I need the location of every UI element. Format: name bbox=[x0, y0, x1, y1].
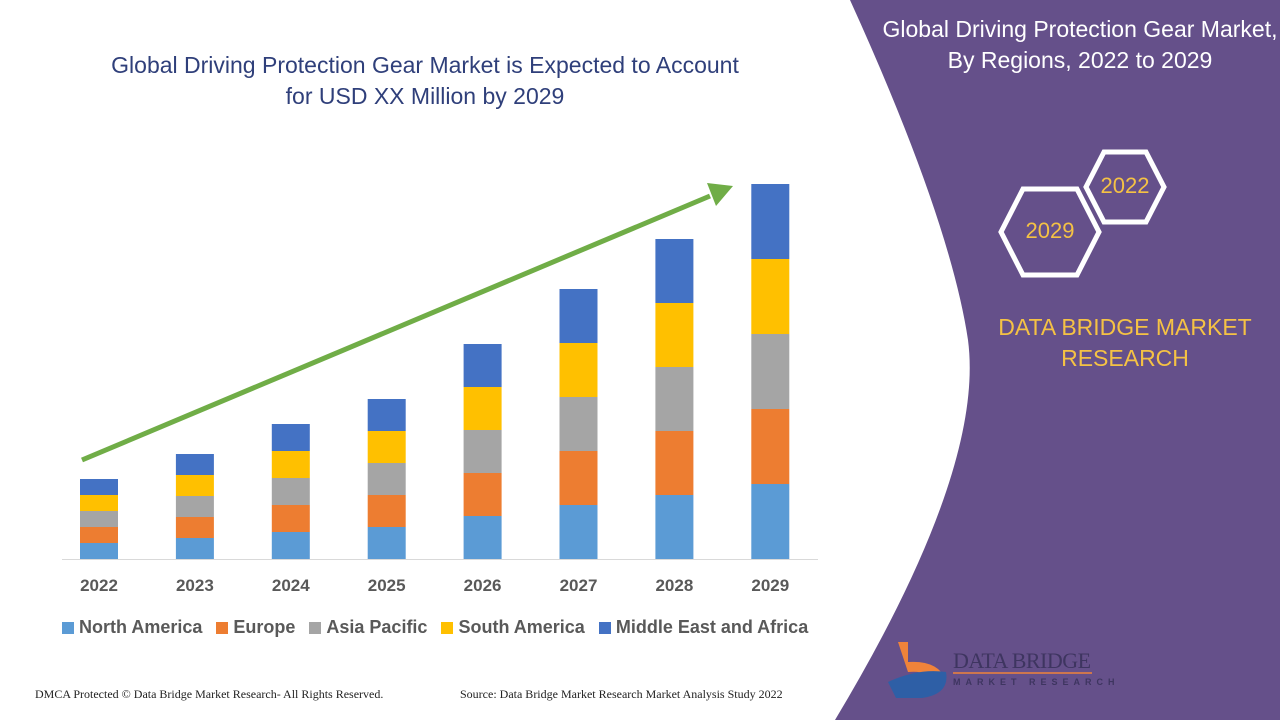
bar-2028-south-america bbox=[655, 303, 694, 367]
legend-swatch bbox=[216, 621, 229, 634]
legend-item: North America bbox=[62, 617, 202, 638]
hex-label-2029: 2029 bbox=[1025, 218, 1075, 243]
hex-label-2022: 2022 bbox=[1100, 173, 1150, 198]
bar-2026-north-america bbox=[463, 516, 502, 559]
brand-text: DATA BRIDGE MARKET RESEARCH bbox=[998, 314, 1252, 371]
legend-swatch bbox=[309, 621, 322, 634]
bar-2025-north-america bbox=[367, 527, 406, 559]
bar-2023-middle-east-and-africa bbox=[175, 454, 214, 475]
footer-copyright: DMCA Protected © Data Bridge Market Rese… bbox=[35, 687, 384, 701]
bar-2027-europe bbox=[559, 451, 598, 505]
trend-arrow bbox=[81, 183, 733, 463]
x-tick-label: 2024 bbox=[271, 576, 310, 595]
bar-2022-asia-pacific bbox=[80, 511, 118, 527]
data-bridge-logo-icon bbox=[888, 642, 1092, 698]
footer-source: Source: Data Bridge Market Research Mark… bbox=[460, 687, 783, 701]
bar-2027-middle-east-and-africa bbox=[559, 289, 598, 343]
legend-item: Middle East and Africa bbox=[598, 617, 809, 638]
bar-2027-asia-pacific bbox=[559, 397, 598, 451]
legend-label: Europe bbox=[233, 617, 296, 637]
x-tick-label: 2025 bbox=[367, 576, 406, 595]
legend-label: South America bbox=[458, 617, 585, 637]
bar-2028-middle-east-and-africa bbox=[655, 239, 694, 303]
legend: North America Europe Asia Pacific South Ame… bbox=[62, 617, 808, 638]
bar-2028-north-america bbox=[655, 495, 694, 559]
x-tick-label: 2023 bbox=[175, 576, 214, 595]
legend-label: North America bbox=[79, 617, 203, 637]
bar-2027-south-america bbox=[559, 343, 598, 397]
hexagon-2022-icon bbox=[1083, 149, 1167, 225]
bar-2027-north-america bbox=[559, 505, 598, 559]
bar-2029-south-america bbox=[751, 259, 790, 334]
bar-2025-south-america bbox=[367, 431, 406, 463]
bar-2022-south-america bbox=[80, 495, 118, 511]
legend-label: Asia Pacific bbox=[326, 617, 428, 637]
bar-2022-europe bbox=[80, 527, 118, 543]
bar-2026-asia-pacific bbox=[463, 430, 502, 473]
hexagon-2029-icon bbox=[998, 186, 1102, 278]
legend-item: South America bbox=[441, 617, 585, 638]
x-tick-label: 2029 bbox=[751, 576, 790, 595]
chart-title: Global Driving Protection Gear Market is… bbox=[111, 52, 739, 109]
bar-2029-north-america bbox=[751, 484, 790, 559]
bar-2023-north-america bbox=[175, 538, 214, 559]
bar-2026-south-america bbox=[463, 387, 502, 430]
bar-2026-middle-east-and-africa bbox=[463, 344, 502, 387]
bar-2024-north-america bbox=[271, 532, 310, 559]
x-tick-label: 2027 bbox=[559, 576, 598, 595]
x-tick-label: 2026 bbox=[463, 576, 502, 595]
legend-swatch bbox=[598, 621, 611, 634]
logo-text: DATA BRIDGE bbox=[953, 648, 1091, 673]
bar-2022-middle-east-and-africa bbox=[80, 479, 118, 495]
bar-2029-middle-east-and-africa bbox=[751, 184, 790, 259]
legend-item: Asia Pacific bbox=[309, 617, 427, 638]
chart-plot bbox=[62, 184, 818, 560]
bar-2024-south-america bbox=[271, 451, 310, 478]
bar-2023-south-america bbox=[175, 475, 214, 496]
x-tick-label: 2028 bbox=[655, 576, 694, 595]
logo-subtext: MARKET RESEARCH bbox=[953, 677, 1120, 687]
bar-2024-europe bbox=[271, 505, 310, 532]
x-tick-label: 2022 bbox=[80, 576, 118, 595]
bar-2025-asia-pacific bbox=[367, 463, 406, 495]
side-panel-title: Global Driving Protection Gear Market, B… bbox=[882, 16, 1278, 73]
bar-2025-europe bbox=[367, 495, 406, 527]
legend-label: Middle East and Africa bbox=[615, 617, 809, 637]
bar-2022-north-america bbox=[80, 543, 118, 559]
legend-swatch bbox=[62, 621, 74, 634]
bar-2028-asia-pacific bbox=[655, 367, 694, 431]
bar-2024-asia-pacific bbox=[271, 478, 310, 505]
bar-2023-europe bbox=[175, 517, 214, 538]
bar-2023-asia-pacific bbox=[175, 496, 214, 517]
legend-swatch bbox=[441, 621, 454, 634]
bar-2029-europe bbox=[751, 409, 790, 484]
bar-2025-middle-east-and-africa bbox=[367, 399, 406, 431]
bar-2028-europe bbox=[655, 431, 694, 495]
legend-item: Europe bbox=[216, 617, 295, 638]
bar-2024-middle-east-and-africa bbox=[271, 424, 310, 451]
side-panel bbox=[835, 0, 1280, 720]
bar-2026-europe bbox=[463, 473, 502, 516]
bar-2029-asia-pacific bbox=[751, 334, 790, 409]
